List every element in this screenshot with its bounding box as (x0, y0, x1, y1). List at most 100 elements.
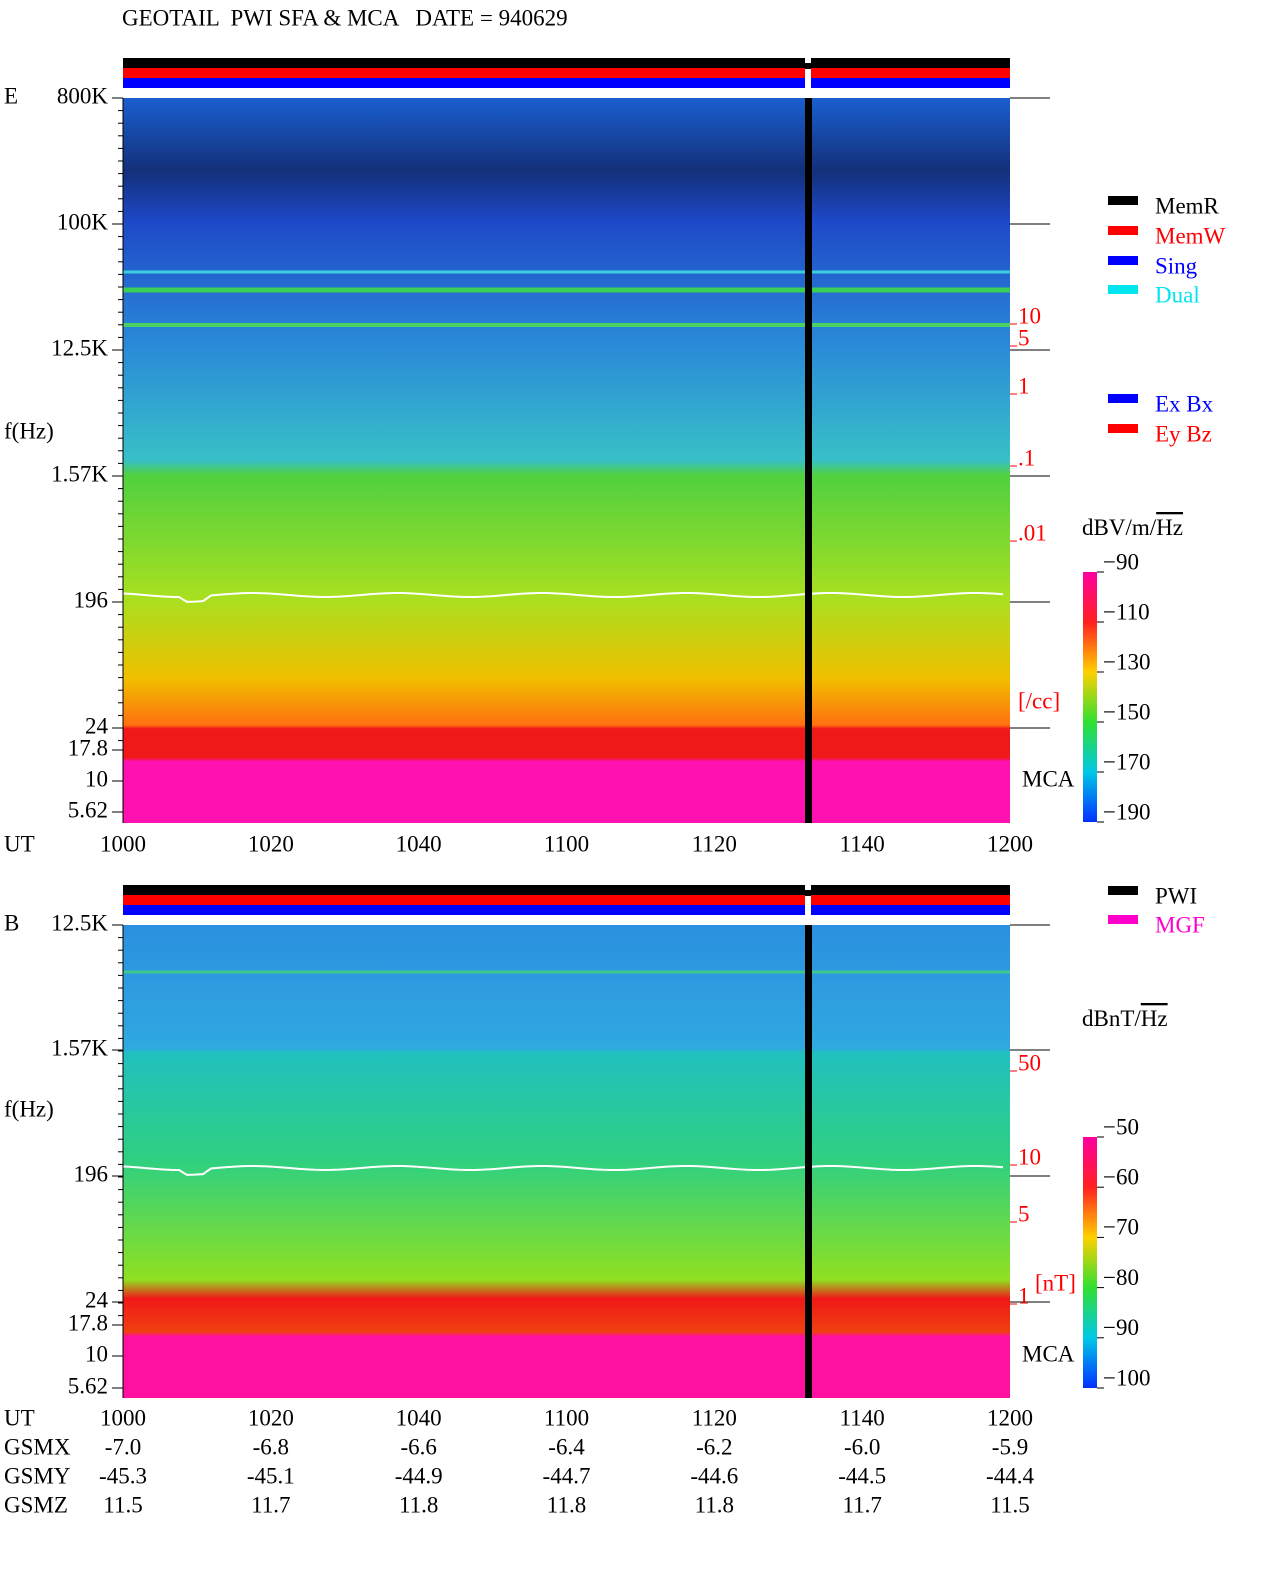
orbit-value: 11.8 (399, 1492, 438, 1517)
freq-tick-label: 24 (85, 713, 109, 738)
orbit-value: -44.5 (838, 1463, 886, 1488)
freq-tick-label: 12.5K (51, 335, 108, 360)
mca-label: MCA (1022, 1341, 1075, 1366)
orbit-value: -6.4 (548, 1434, 585, 1459)
colorbar-tick-label: −130 (1103, 649, 1150, 674)
freq-axis-label: f(Hz) (4, 418, 54, 443)
orbit-label: GSMY (4, 1463, 71, 1488)
scale-label: .01 (1018, 520, 1047, 545)
panel-label: B (4, 910, 19, 935)
freq-tick-label: 24 (85, 1287, 109, 1312)
time-tick-label: 1000 (100, 831, 146, 856)
time-tick-label: 1020 (248, 831, 294, 856)
colorbar-tick-label: −150 (1103, 699, 1150, 724)
scale-unit: [/cc] (1018, 688, 1060, 713)
colorbar-tick-label: −90 (1103, 549, 1139, 574)
time-axis-label: UT (4, 831, 35, 856)
scale-label: 5 (1018, 325, 1030, 350)
legend-label: MemW (1155, 223, 1226, 248)
colorbar-unit-root: Hz (1141, 1006, 1168, 1031)
colorbar-tick-label: −60 (1103, 1164, 1139, 1189)
freq-tick-label: 1.57K (51, 1035, 108, 1060)
time-tick-label: 1100 (544, 1405, 589, 1430)
orbit-value: -6.0 (844, 1434, 880, 1459)
freq-tick-label: 5.62 (68, 1373, 108, 1398)
legend-swatch (1108, 915, 1138, 924)
orbit-value: 11.5 (990, 1492, 1029, 1517)
legend-swatch (1108, 196, 1138, 205)
legend-label: Ex Bx (1155, 391, 1214, 416)
colorbar-unit-prefix: dBnT/ (1082, 1006, 1141, 1031)
orbit-value: -44.9 (395, 1463, 443, 1488)
orbit-value: -6.6 (400, 1434, 436, 1459)
time-tick-label: 1040 (396, 1405, 442, 1430)
scale-label: 1 (1018, 373, 1030, 398)
orbit-value: -44.7 (543, 1463, 591, 1488)
orbit-value: -44.4 (986, 1463, 1034, 1488)
time-tick-label: 1140 (840, 831, 885, 856)
orbit-value: -7.0 (105, 1434, 141, 1459)
scale-label: 50 (1018, 1050, 1041, 1075)
freq-tick-label: 12.5K (51, 910, 108, 935)
time-tick-label: 1200 (987, 1405, 1033, 1430)
time-tick-label: 1200 (987, 831, 1033, 856)
scale-unit: [nT] (1035, 1270, 1076, 1295)
time-tick-label: 1140 (840, 1405, 885, 1430)
colorbar-unit-root: Hz (1156, 515, 1183, 540)
legend-label: Sing (1155, 253, 1198, 278)
freq-tick-label: 10 (85, 1341, 108, 1366)
orbit-value: 11.7 (842, 1492, 881, 1517)
freq-tick-label: 196 (74, 1161, 109, 1186)
orbit-value: -6.2 (696, 1434, 732, 1459)
title: GEOTAIL PWI SFA & MCA DATE = 940629 (122, 5, 568, 30)
colorbar-tick-label: −170 (1103, 749, 1150, 774)
colorbar-tick-label: −80 (1103, 1265, 1139, 1290)
status-bar (123, 58, 1010, 68)
legend-swatch (1108, 285, 1138, 294)
status-gap (805, 58, 811, 88)
orbit-label: GSMX (4, 1434, 71, 1459)
status-gap-mark (805, 63, 811, 69)
orbit-value: -45.3 (99, 1463, 147, 1488)
freq-tick-label: 17.8 (68, 735, 108, 760)
legend-label: MGF (1155, 912, 1205, 937)
legend-swatch (1108, 226, 1138, 235)
freq-tick-label: 800K (57, 83, 109, 108)
emission-band (123, 270, 1010, 274)
legend-label: MemR (1155, 193, 1220, 218)
scale-label: 5 (1018, 1201, 1030, 1226)
data-gap (805, 98, 812, 823)
legend-swatch (1108, 256, 1138, 265)
time-tick-label: 1000 (100, 1405, 146, 1430)
orbit-value: -5.9 (992, 1434, 1028, 1459)
colorbar-tick-label: −90 (1103, 1315, 1139, 1340)
freq-tick-label: 1.57K (51, 461, 108, 486)
scale-label: .1 (1018, 445, 1035, 470)
emission-band (123, 287, 1010, 293)
colorbar (1083, 572, 1097, 822)
plasma-line (122, 1165, 1004, 1176)
freq-tick-label: 100K (57, 209, 109, 234)
time-tick-label: 1020 (248, 1405, 294, 1430)
colorbar-tick-label: −100 (1103, 1365, 1150, 1390)
status-bar (123, 885, 1010, 895)
orbit-label: GSMZ (4, 1492, 68, 1517)
legend-swatch (1108, 394, 1138, 403)
colorbar-unit: dBV/m/Hz (1082, 515, 1183, 540)
panel-label: E (4, 83, 18, 108)
orbit-value: 11.7 (251, 1492, 290, 1517)
time-tick-label: 1040 (396, 831, 442, 856)
colorbar-unit-prefix: dBV/m/ (1082, 515, 1157, 540)
scale-label: 10 (1018, 303, 1041, 328)
orbit-value: 11.5 (103, 1492, 142, 1517)
freq-tick-label: 5.62 (68, 797, 108, 822)
spectrogram (123, 98, 1010, 823)
legend-swatch (1108, 886, 1138, 895)
colorbar-tick-label: −70 (1103, 1215, 1139, 1240)
orbit-value: -45.1 (247, 1463, 295, 1488)
colorbar (1083, 1137, 1097, 1388)
legend-label: PWI (1155, 883, 1197, 908)
freq-tick-label: 10 (85, 766, 108, 791)
legend-label: Ey Bz (1155, 421, 1212, 446)
legend-label: Dual (1155, 282, 1200, 307)
